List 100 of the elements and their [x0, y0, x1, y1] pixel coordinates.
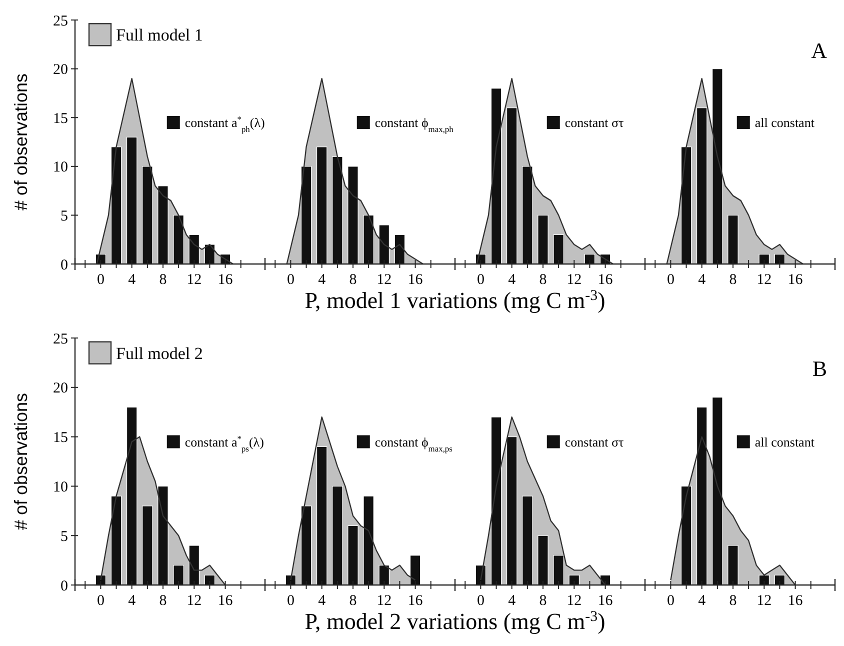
bar: [378, 224, 390, 264]
y-tick-label: 10: [53, 479, 68, 496]
x-tick-label: 12: [376, 272, 392, 288]
bar: [506, 108, 518, 264]
bar: [490, 416, 502, 586]
y-tick-label: 20: [53, 380, 68, 397]
bar: [363, 496, 374, 586]
legend-label: constant στ: [564, 434, 624, 450]
x-tick-label: 4: [698, 272, 706, 288]
y-axis-title: # of observations: [11, 392, 31, 530]
bar: [506, 436, 518, 586]
bar: [158, 486, 168, 586]
x-tick-label: 8: [729, 593, 737, 609]
legend-label: constant a$^{*}$$_{ph}$(λ): [184, 114, 265, 134]
x-tick-label: 0: [286, 593, 294, 609]
x-tick-label: 16: [408, 272, 424, 288]
bar: [158, 186, 168, 264]
y-tick-label: 0: [60, 257, 68, 274]
bar: [538, 214, 548, 264]
bar: [142, 506, 153, 586]
bar: [126, 136, 138, 264]
x-tick-label: 8: [349, 272, 357, 288]
bar: [142, 166, 153, 264]
bar: [110, 146, 122, 264]
bar: [553, 555, 564, 586]
text: B: [812, 356, 827, 381]
x-tick-label: 16: [408, 593, 424, 609]
bar: [316, 446, 328, 586]
legend-label: constant ϕ$_{max,ph}$: [374, 115, 454, 134]
y-tick-label: 15: [53, 430, 68, 446]
x-axis-title: P, model 1 variations (mg C m$^{-3}$): [304, 288, 606, 313]
x-axis-title: P, model 2 variations (mg C m$^{-3}$): [304, 609, 606, 634]
bar: [728, 545, 738, 586]
bar: [696, 108, 708, 264]
x-tick-label: 12: [186, 593, 202, 609]
x-tick-label: 8: [539, 272, 547, 288]
x-tick-label: 4: [318, 593, 326, 609]
x-tick-label: 0: [666, 272, 674, 288]
x-tick-label: 12: [376, 593, 392, 609]
x-tick-label: 0: [476, 593, 484, 609]
legend-label: all constant: [754, 434, 815, 450]
bar: [126, 406, 138, 586]
x-tick-label: 12: [566, 593, 582, 609]
x-tick-label: 16: [788, 272, 804, 288]
x-tick-label: 8: [159, 593, 167, 609]
bar: [680, 486, 692, 586]
bar: [712, 68, 723, 264]
bar: [188, 545, 200, 586]
x-tick-label: 8: [159, 272, 167, 288]
x-tick-label: 4: [128, 593, 136, 609]
x-tick-label: 0: [666, 593, 674, 609]
x-tick-label: 8: [539, 593, 547, 609]
bar: [538, 535, 548, 586]
x-tick-label: 12: [756, 272, 772, 288]
x-tick-label: 4: [318, 272, 326, 288]
legend-label: constant a$^{*}$$_{ps}$(λ): [184, 433, 264, 454]
x-tick-label: 4: [128, 272, 136, 288]
bar: [696, 406, 708, 586]
x-tick-label: 8: [729, 272, 737, 288]
legend-label: constant στ: [564, 115, 624, 130]
x-tick-label: 0: [96, 272, 104, 288]
x-tick-label: 12: [756, 593, 772, 609]
legend-label: constant ϕ$_{max,ps}$: [374, 434, 452, 454]
y-tick-label: 10: [53, 160, 68, 176]
bar: [728, 214, 738, 264]
bar: [316, 146, 328, 264]
bar: [332, 486, 343, 586]
bar: [522, 166, 533, 264]
bar: [348, 525, 358, 586]
x-tick-label: 0: [96, 593, 104, 609]
x-tick-label: 4: [508, 272, 516, 288]
legend-label: Full model 1: [116, 26, 203, 45]
x-tick-label: 0: [476, 272, 484, 288]
bar: [173, 564, 184, 586]
x-tick-label: 0: [286, 272, 294, 288]
bar: [300, 506, 312, 586]
bar: [553, 234, 564, 264]
legend-label: Full model 2: [116, 344, 203, 363]
x-tick-label: 4: [698, 593, 706, 609]
bar: [110, 496, 122, 586]
x-tick-label: 16: [218, 593, 234, 609]
bar: [712, 396, 723, 586]
x-tick-label: 16: [788, 593, 804, 609]
y-tick-label: 15: [53, 110, 68, 127]
bar: [490, 88, 502, 264]
bar: [348, 166, 358, 264]
x-tick-label: 16: [218, 272, 234, 288]
bar: [680, 146, 692, 264]
y-tick-label: 25: [53, 13, 68, 30]
bar: [410, 555, 421, 586]
legend-label: all constant: [754, 115, 815, 130]
y-tick-label: 0: [60, 578, 68, 594]
bar: [300, 166, 312, 264]
x-tick-label: 4: [508, 593, 516, 609]
bar: [522, 496, 533, 586]
x-tick-label: 8: [349, 593, 357, 609]
x-tick-label: 16: [598, 593, 614, 609]
y-tick-label: 20: [53, 62, 68, 78]
y-tick-label: 25: [53, 331, 68, 348]
y-axis-title: # of observations: [11, 73, 31, 211]
